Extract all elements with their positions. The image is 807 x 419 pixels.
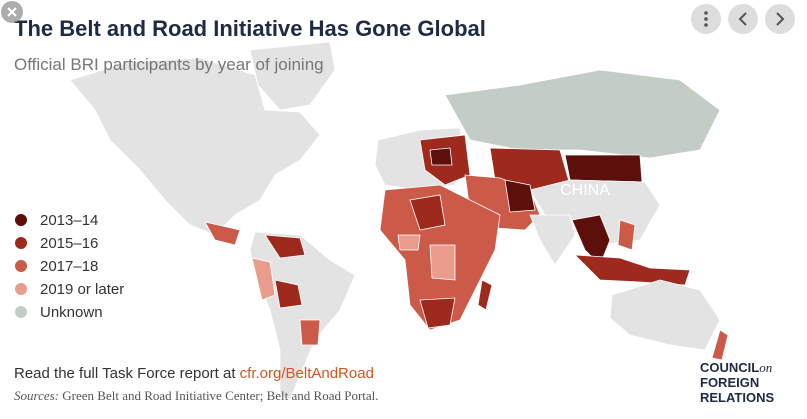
legend-label: Unknown <box>40 304 103 321</box>
legend-label: 2013–14 <box>40 212 98 229</box>
legend-swatch <box>15 237 27 249</box>
southeast-asia <box>571 214 611 266</box>
madagascar <box>477 279 493 311</box>
legend-swatch <box>15 283 27 295</box>
legend-swatch <box>15 214 27 226</box>
map-label: CHINA <box>560 182 610 199</box>
north-africa <box>409 194 446 231</box>
footer-prefix: Read the full Task Force report at <box>14 365 236 382</box>
sources-text: Green Belt and Road Initiative Center; B… <box>62 388 378 403</box>
philippines <box>617 219 636 251</box>
bolivia <box>274 279 303 309</box>
next-button[interactable] <box>765 4 795 34</box>
legend: 2013–14 2015–16 2017–18 2019 or later Unknow… <box>15 212 124 321</box>
peru <box>251 257 276 301</box>
west-africa <box>397 234 421 251</box>
legend-label: 2015–16 <box>40 235 98 252</box>
close-button[interactable] <box>1 1 23 23</box>
logo-word: COUNCILon <box>700 360 772 375</box>
next-icon[interactable] <box>776 12 785 26</box>
sources-label: Sources: <box>14 388 59 403</box>
dot[interactable] <box>704 11 708 15</box>
new-zealand <box>711 329 729 361</box>
dot[interactable] <box>704 17 708 21</box>
indonesia <box>573 254 691 286</box>
russia <box>444 69 721 159</box>
close-icon[interactable] <box>7 7 17 17</box>
caribbean <box>204 221 241 246</box>
legend-label: 2017–18 <box>40 258 98 275</box>
logo-word: RELATIONS <box>700 390 774 405</box>
central-europe <box>429 147 453 166</box>
dot[interactable] <box>704 23 708 27</box>
legend-label: 2019 or later <box>40 281 124 298</box>
north-america <box>69 57 321 236</box>
south-africa <box>419 297 456 329</box>
central-africa <box>429 244 456 281</box>
logo-word: FOREIGN <box>700 375 759 390</box>
australia <box>609 279 721 351</box>
venezuela <box>264 234 306 259</box>
legend-swatch <box>15 306 27 318</box>
logo-on: on <box>759 360 772 375</box>
prev-icon[interactable] <box>738 12 747 26</box>
pakistan-afghanistan <box>504 179 536 213</box>
footer-link[interactable]: cfr.org/BeltAndRoad <box>240 365 374 382</box>
sources: Sources: Green Belt and Road Initiative … <box>14 388 379 403</box>
logo-council: COUNCIL <box>700 360 759 375</box>
legend-swatch <box>15 260 27 272</box>
subtitle: Official BRI participants by year of joi… <box>14 55 324 74</box>
title: The Belt and Road Initiative Has Gone Gl… <box>14 16 486 41</box>
prev-button[interactable] <box>728 4 758 34</box>
mongolia <box>564 154 643 183</box>
logo: COUNCILon FOREIGN RELATIONS <box>700 360 774 405</box>
uruguay <box>299 319 321 346</box>
world-map <box>69 41 729 401</box>
toolbar[interactable] <box>691 4 795 34</box>
footer-text: Read the full Task Force report at cfr.o… <box>14 365 374 382</box>
india <box>529 214 576 266</box>
